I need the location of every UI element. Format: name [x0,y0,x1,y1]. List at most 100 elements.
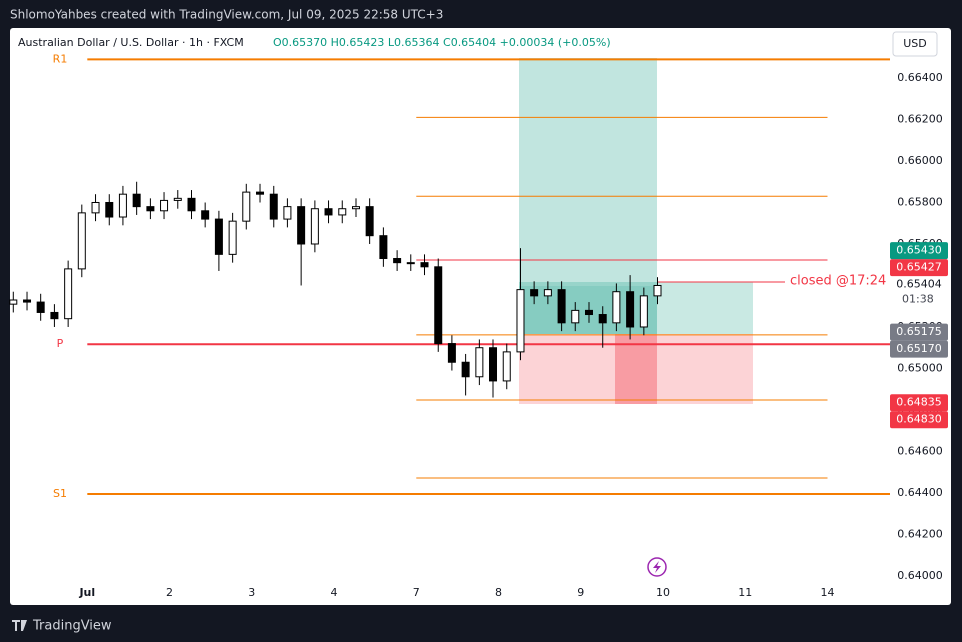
chart-title: Australian Dollar / U.S. Dollar · 1h · F… [18,36,244,49]
logo [12,620,27,631]
price-tag-label: 0.65430 [896,244,942,257]
candle-body [639,295,648,328]
alert-bolt [653,561,661,573]
candle-body [105,201,114,218]
x-tick-label: 14 [820,586,834,599]
candle-body [77,212,86,270]
candle-body [118,193,127,218]
candle-body [269,193,278,220]
candle-body [447,343,456,363]
y-tick-label: 0.65800 [897,195,943,208]
y-tick-label: 0.64600 [897,444,943,457]
x-tick-label: 7 [413,586,420,599]
y-tick-label: 0.66400 [897,71,943,84]
alert-icon[interactable] [647,557,667,577]
candle-body [256,191,265,195]
candle-body [379,235,388,260]
price-tag-label: 0.64835 [896,396,942,409]
candle-body [338,208,347,216]
x-tick-label: Jul [78,586,95,599]
x-tick-label: 3 [248,586,255,599]
candle-body [310,208,319,245]
header-text: ShlomoYahbes created with TradingView.co… [10,8,443,22]
x-tick-label: 10 [656,586,670,599]
price-tag-label: 0.65175 [896,325,942,338]
candle-body [173,197,182,201]
target-zone [519,58,657,286]
candle-body [91,201,100,214]
candles [9,181,662,398]
y-tick-label: 0.64000 [897,569,943,582]
candle-body [351,206,360,210]
y-tick-label: 0.64200 [897,527,943,540]
closed-note: closed @17:24 [790,274,886,289]
currency-button[interactable] [892,31,938,57]
candle-body [228,220,237,255]
candle-body [297,206,306,245]
candle-body [146,206,155,212]
level-label: P [57,337,64,350]
candle-body [406,262,415,265]
candle-body [160,199,169,212]
candle-body [502,351,511,382]
stop-zone [519,334,753,404]
candle-body [420,262,429,268]
price-tag-label: 0.65404 [896,278,942,291]
candle-body [132,193,141,208]
candle-body [9,299,18,305]
x-tick-label: 8 [495,586,502,599]
price-tag [890,411,948,429]
price-tag [890,276,948,308]
candle-body [23,299,32,303]
candle-body [214,218,223,255]
candle-body [50,311,59,320]
candle-body [489,347,498,382]
candle-body [475,347,484,378]
candle-body [598,314,607,324]
chart-area [10,28,951,605]
candle-body [626,291,635,328]
candle-body [434,266,443,345]
currency: USD [903,37,927,50]
price-tag-label: 0.65427 [896,261,942,274]
countdown: 01:38 [902,293,934,306]
level-label: R1 [53,52,68,65]
y-tick-label: 0.66200 [897,112,943,125]
price-tag [890,259,948,277]
price-tag-label: 0.64830 [896,413,942,426]
price-tag [890,242,948,260]
candle-body [653,284,662,297]
x-tick-label: 11 [738,586,752,599]
levels: R1 P S1 [53,52,890,500]
candle-body [612,291,621,324]
candle-body [36,301,45,313]
candle-body [516,289,525,353]
candle-body [283,206,292,220]
candle-body [557,289,566,324]
candle-body [64,268,73,320]
price-tag [890,323,948,341]
ohlc-text: O0.65370 H0.65423 L0.65364 C0.65404 +0.0… [273,36,611,49]
candle-body [324,208,333,216]
candle-body [543,289,552,297]
candle-body [365,206,374,237]
y-tick-label: 0.65000 [897,361,943,374]
loss-fill [615,334,657,404]
x-tick-label: 9 [577,586,584,599]
candle-body [393,258,402,264]
alert-circle [647,557,667,577]
price-tag [890,394,948,412]
candle-body [584,309,593,316]
x-tick-label: 2 [166,586,173,599]
candle-body [571,309,580,324]
y-tick-label: 0.64400 [897,486,943,499]
legend-bg [14,32,574,54]
x-tick-label: 4 [331,586,338,599]
price-tag-label: 0.65170 [896,342,942,355]
price-tag [890,340,948,358]
candle-body [201,210,210,220]
footer-text: TradingView [32,619,112,634]
level-label: S1 [53,487,67,500]
